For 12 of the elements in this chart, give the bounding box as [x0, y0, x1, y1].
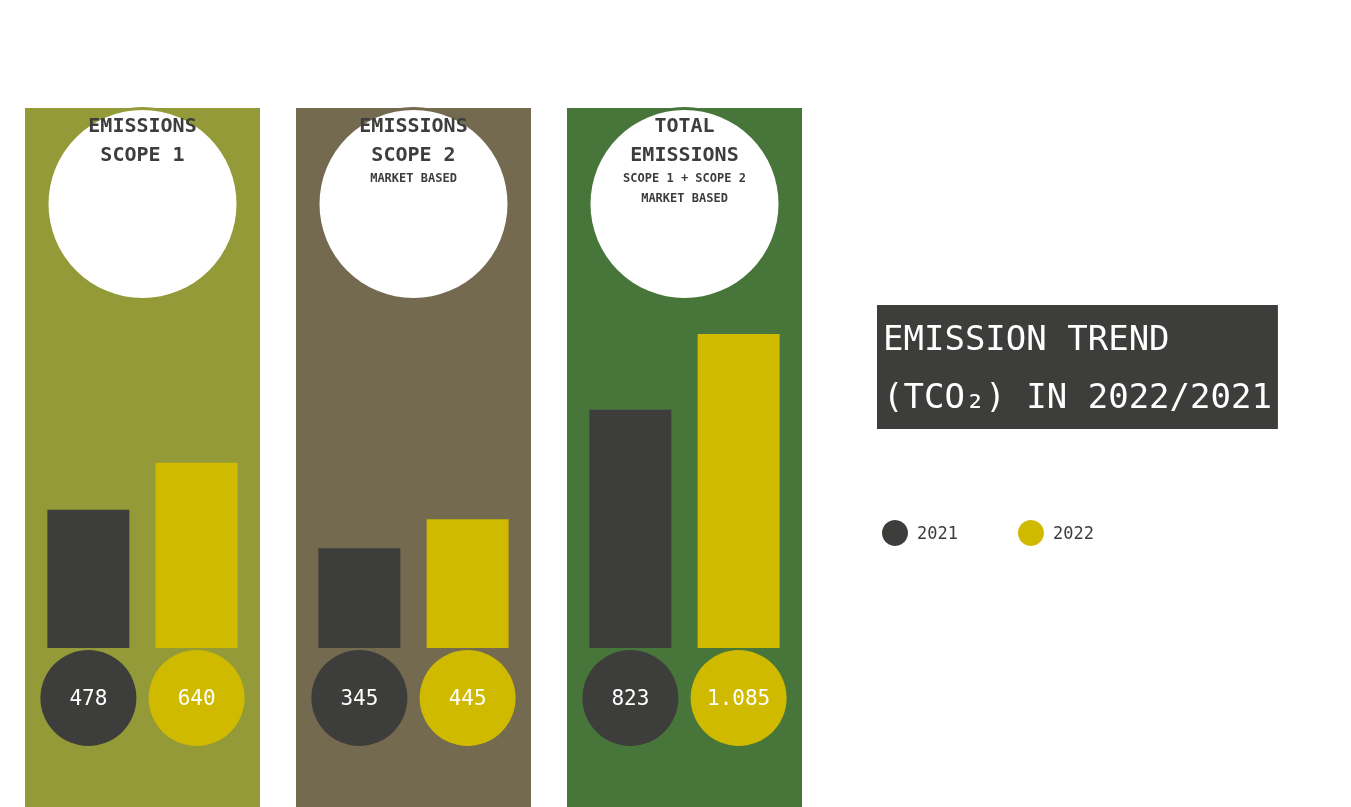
data-label: 345	[340, 686, 379, 710]
text: EMISSION TREND (TCO₂) IN 2022/2021	[883, 318, 1272, 416]
data-label: 478	[69, 686, 108, 710]
legend-label: 2021	[917, 523, 958, 543]
data-label: 445	[448, 686, 487, 710]
legend-label: 2022	[1052, 523, 1094, 543]
x-tick-label: EMISSIONS SCOPE 1	[88, 112, 197, 166]
data-label: 823	[611, 686, 650, 710]
x-tick-label: EMISSIONS SCOPE 2 MARKET BASED	[359, 112, 468, 185]
x-tick-label: TOTAL EMISSIONS SCOPE 1 + SCOPE 2 MARKET BASED	[623, 112, 746, 205]
data-label: 1.085	[707, 686, 771, 710]
data-label: 640	[177, 686, 216, 710]
